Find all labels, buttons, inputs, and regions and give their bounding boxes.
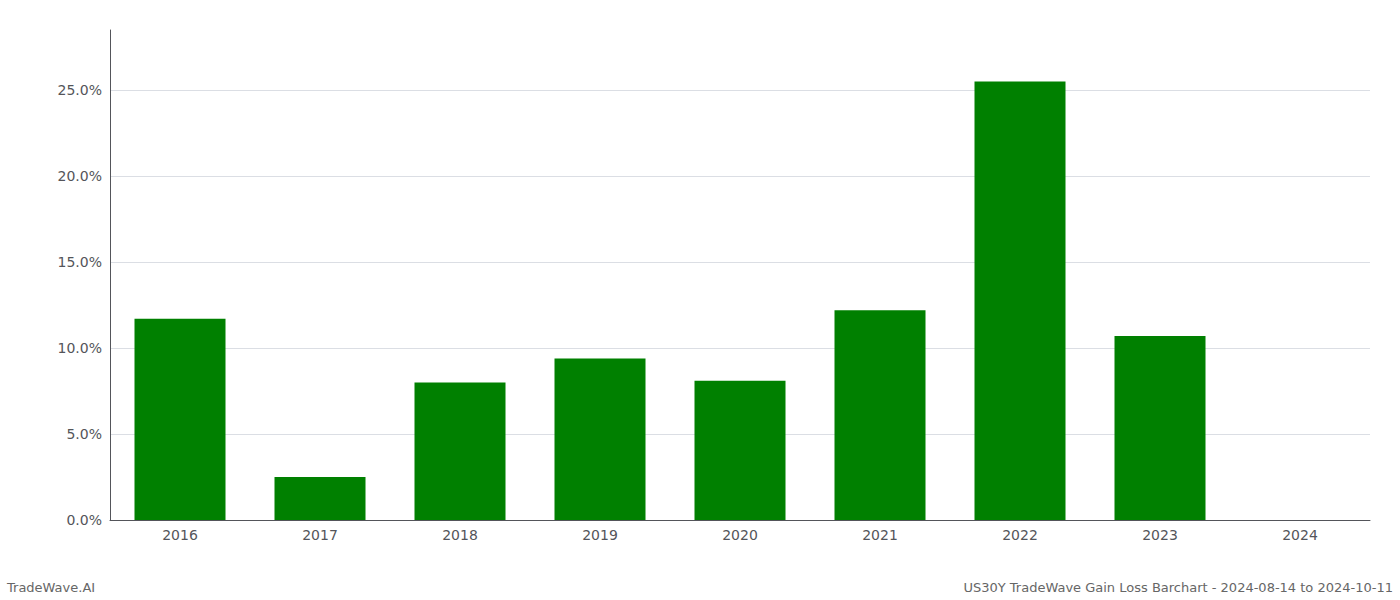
svg-text:2020: 2020 [722,527,758,543]
svg-text:2022: 2022 [1002,527,1038,543]
svg-text:2018: 2018 [442,527,478,543]
svg-text:20.0%: 20.0% [58,168,102,184]
svg-text:25.0%: 25.0% [58,82,102,98]
svg-text:2016: 2016 [162,527,198,543]
svg-text:2019: 2019 [582,527,618,543]
svg-text:15.0%: 15.0% [58,254,102,270]
svg-text:2017: 2017 [302,527,338,543]
svg-text:2024: 2024 [1282,527,1318,543]
svg-text:2023: 2023 [1142,527,1178,543]
svg-text:2021: 2021 [862,527,898,543]
svg-text:US30Y TradeWave Gain Loss Barc: US30Y TradeWave Gain Loss Barchart - 202… [963,580,1393,595]
svg-text:5.0%: 5.0% [66,426,102,442]
svg-text:TradeWave.AI: TradeWave.AI [6,580,95,595]
svg-text:0.0%: 0.0% [66,512,102,528]
svg-text:10.0%: 10.0% [58,340,102,356]
